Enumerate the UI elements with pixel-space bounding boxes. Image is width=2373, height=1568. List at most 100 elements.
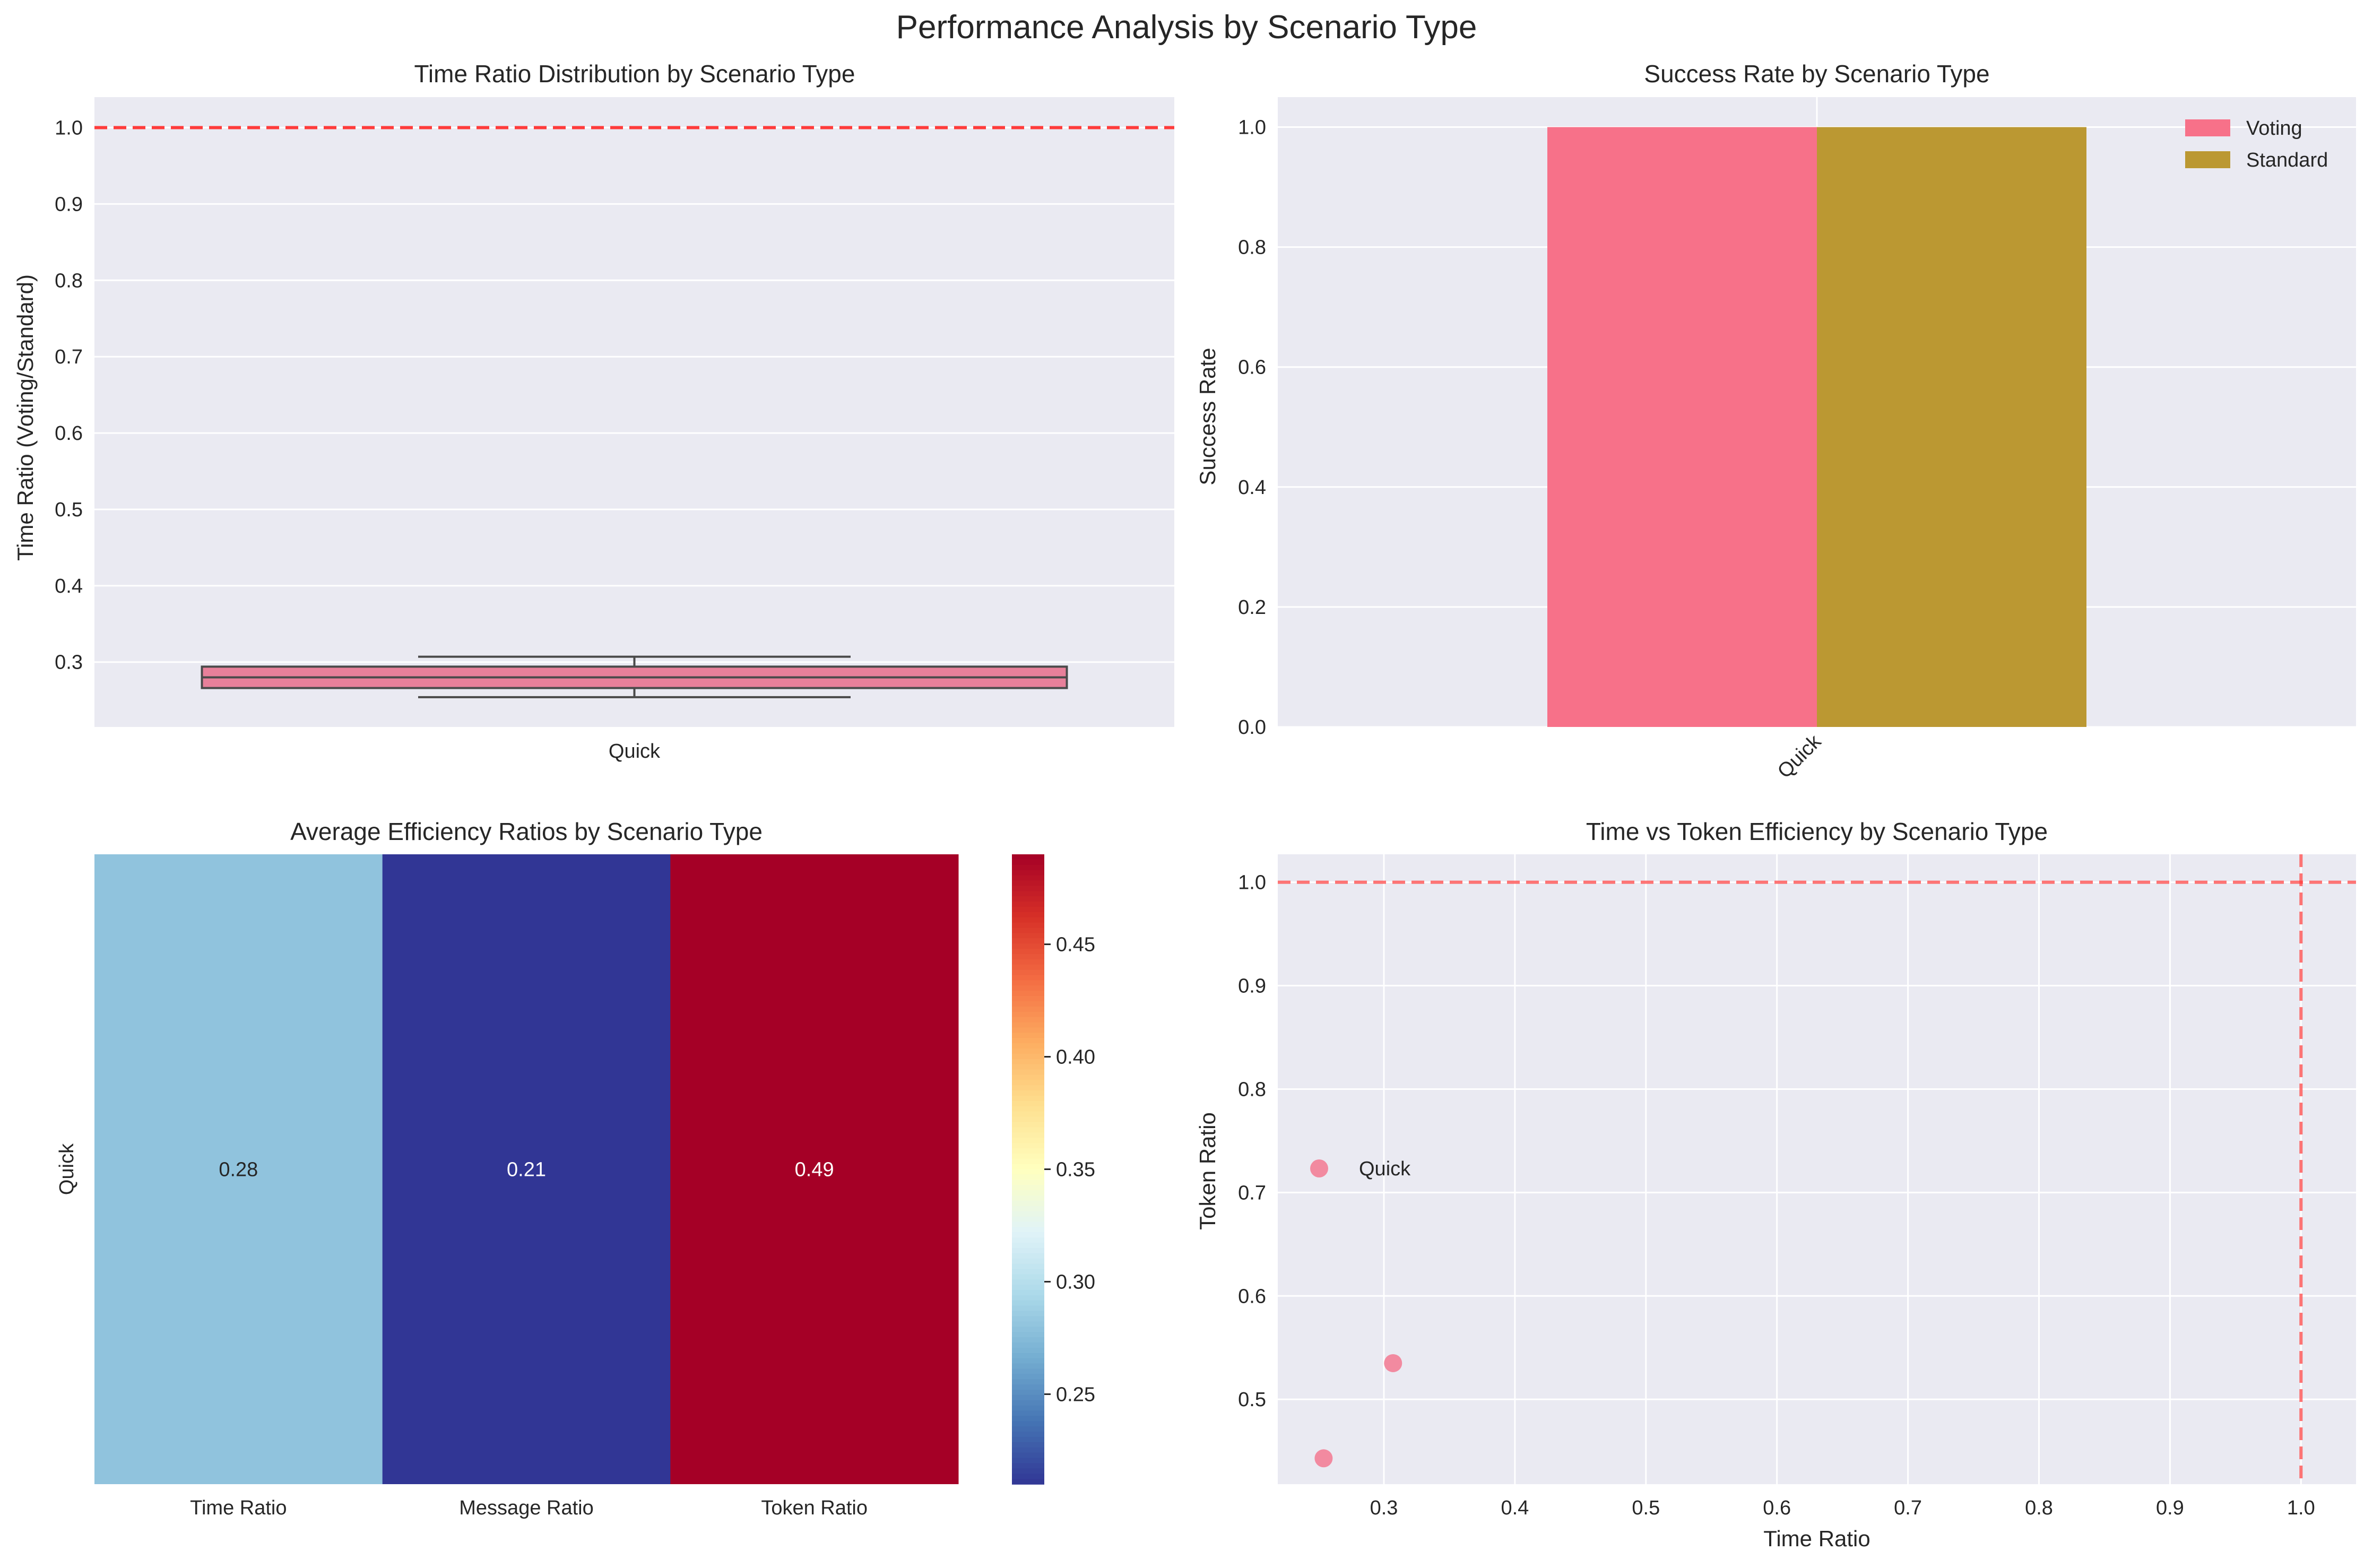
colorbar-segment (1012, 938, 1044, 944)
colorbar-segment (1012, 1216, 1044, 1223)
colorbar-tick-label: 0.30 (1056, 1271, 1095, 1293)
colorbar-segment (1012, 1043, 1044, 1049)
colorbar-segment (1012, 1300, 1044, 1306)
bar-chart-y-axis-label: Success Rate (1195, 348, 1220, 485)
heatmap-x-tick-label: Time Ratio (190, 1497, 287, 1519)
scatter-area (1278, 854, 2356, 1484)
scatter-point (1314, 1449, 1333, 1468)
colorbar-segment (1012, 1263, 1044, 1270)
heatmap-cell (382, 854, 671, 1484)
colorbar-segment (1012, 1153, 1044, 1159)
box-plot-area (94, 97, 1174, 727)
heatmap-panel: Average Efficiency Ratios by Scenario Ty… (56, 818, 1095, 1519)
colorbar-segment (1012, 928, 1044, 934)
colorbar-segment (1012, 1258, 1044, 1264)
colorbar-segment (1012, 1164, 1044, 1170)
scatter-y-tick-label: 0.7 (1238, 1182, 1266, 1204)
colorbar-segment (1012, 896, 1044, 902)
colorbar-segment (1012, 1463, 1044, 1469)
colorbar-segment (1012, 1227, 1044, 1233)
colorbar-segment (1012, 1232, 1044, 1238)
colorbar-segment (1012, 1379, 1044, 1385)
colorbar-segment (1012, 1285, 1044, 1290)
colorbar-segment (1012, 1090, 1044, 1096)
scatter-panel: Time vs Token Efficiency by Scenario Typ… (1195, 818, 2356, 1551)
colorbar-segment (1012, 1279, 1044, 1285)
colorbar-segment (1012, 1416, 1044, 1422)
scatter-x-axis-label: Time Ratio (1763, 1526, 1870, 1551)
bar-chart-y-tick-label: 1.0 (1238, 117, 1266, 139)
scatter-x-tick-label: 0.3 (1370, 1497, 1398, 1519)
colorbar-segment (1012, 1006, 1044, 1012)
box-plot-y-tick-label: 0.4 (55, 575, 83, 597)
colorbar-segment (1012, 1111, 1044, 1117)
colorbar-segment (1012, 1316, 1044, 1322)
scatter-y-tick-label: 0.6 (1238, 1285, 1266, 1307)
colorbar-segment (1012, 1452, 1044, 1459)
colorbar-segment (1012, 1143, 1044, 1149)
colorbar-segment (1012, 1059, 1044, 1065)
colorbar-tick-label: 0.35 (1056, 1159, 1095, 1181)
box-plot-y-axis-label: Time Ratio (Voting/Standard) (13, 274, 38, 561)
colorbar-segment (1012, 1053, 1044, 1060)
colorbar-segment (1012, 1327, 1044, 1332)
colorbar-segment (1012, 1033, 1044, 1039)
colorbar-segment (1012, 1421, 1044, 1427)
colorbar-segment (1012, 1116, 1044, 1123)
bar-chart-y-tick-label: 0.0 (1238, 716, 1266, 739)
colorbar-segment (1012, 1206, 1044, 1212)
colorbar-segment (1012, 906, 1044, 913)
box-plot-y-tick-label: 0.9 (55, 193, 83, 215)
heatmap-x-tick-label: Message Ratio (459, 1497, 593, 1519)
scatter-x-tick-label: 0.7 (1894, 1497, 1922, 1519)
colorbar-segment (1012, 1185, 1044, 1191)
colorbar-segment (1012, 1174, 1044, 1181)
colorbar-segment (1012, 1096, 1044, 1102)
colorbar-segment (1012, 1353, 1044, 1359)
colorbar-segment (1012, 1290, 1044, 1296)
figure-title: Performance Analysis by Scenario Type (896, 9, 1477, 46)
box-plot-y-tick-label: 0.7 (55, 346, 83, 368)
box-plot-y-tick-label: 1.0 (55, 117, 83, 140)
bar-chart-y-tick-label: 0.8 (1238, 237, 1266, 259)
bar-standard (1817, 127, 2086, 727)
colorbar-segment (1012, 870, 1044, 876)
colorbar-segment (1012, 1069, 1044, 1076)
colorbar-segment (1012, 1242, 1044, 1249)
colorbar-segment (1012, 1305, 1044, 1312)
colorbar-segment (1012, 1389, 1044, 1396)
colorbar-segment (1012, 985, 1044, 991)
heatmap-cell (670, 854, 959, 1484)
legend-label-voting: Voting (2246, 117, 2302, 140)
box-plot-y-tick-label: 0.8 (55, 270, 83, 292)
colorbar-segment (1012, 1017, 1044, 1023)
colorbar-segment (1012, 1222, 1044, 1228)
colorbar-segment (1012, 1132, 1044, 1138)
scatter-y-axis-label: Token Ratio (1195, 1112, 1220, 1230)
colorbar-segment (1012, 969, 1044, 976)
legend-label-standard: Standard (2246, 149, 2328, 171)
colorbar-segment (1012, 1337, 1044, 1343)
colorbar-segment (1012, 1358, 1044, 1364)
scatter-y-tick-label: 1.0 (1238, 872, 1266, 894)
scatter-x-tick-label: 0.5 (1632, 1497, 1660, 1519)
colorbar-segment (1012, 1374, 1044, 1380)
heatmap-x-tick-label: Token Ratio (761, 1497, 868, 1519)
colorbar-segment (1012, 959, 1044, 965)
colorbar-segment (1012, 1432, 1044, 1437)
colorbar-segment (1012, 1405, 1044, 1411)
scatter-legend-marker (1310, 1159, 1328, 1177)
colorbar-segment (1012, 859, 1044, 865)
colorbar-segment (1012, 917, 1044, 923)
colorbar-segment (1012, 886, 1044, 892)
colorbar-segment (1012, 1468, 1044, 1475)
colorbar-segment (1012, 975, 1044, 981)
colorbar-segment (1012, 864, 1044, 871)
colorbar-segment (1012, 1138, 1044, 1143)
colorbar-segment (1012, 922, 1044, 929)
colorbar-segment (1012, 1122, 1044, 1128)
scatter-y-tick-label: 0.5 (1238, 1389, 1266, 1411)
scatter-x-tick-label: 0.4 (1501, 1497, 1529, 1519)
colorbar-segment (1012, 1363, 1044, 1370)
